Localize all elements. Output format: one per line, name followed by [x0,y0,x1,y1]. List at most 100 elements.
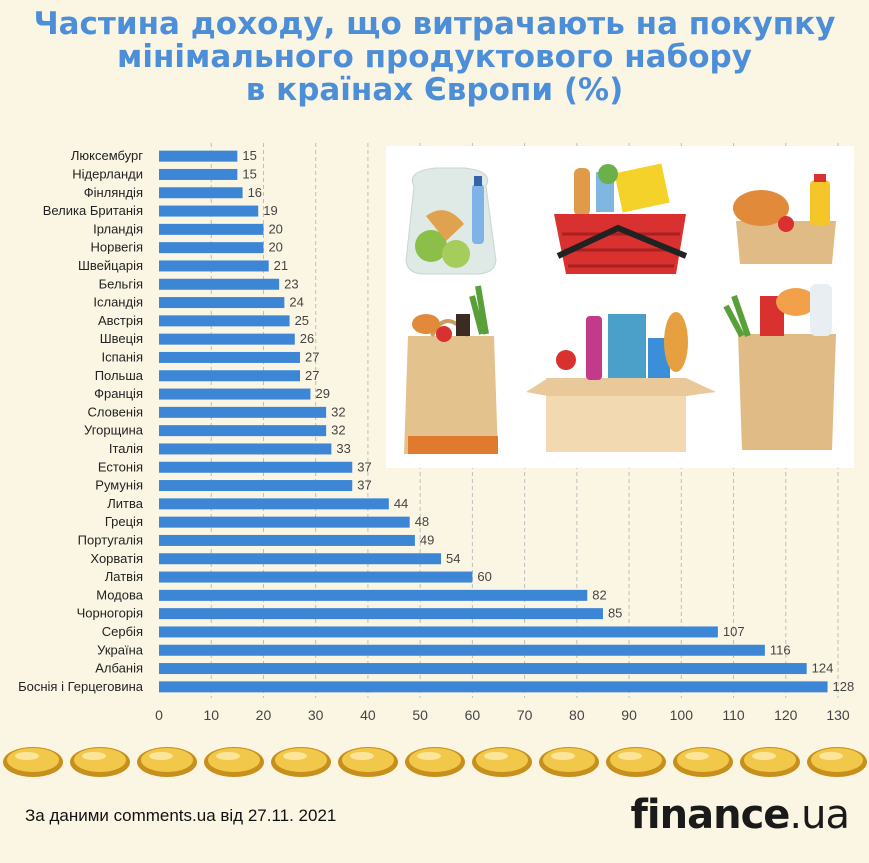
category-label: Боснія і Герцеговина [18,679,144,694]
bar [159,425,327,437]
bar [159,663,807,675]
category-label: Хорватія [90,551,143,566]
chart-title: Частина доходу, що витрачають на покупку… [0,8,869,107]
gold-coin-icon [338,747,398,777]
value-label: 27 [305,349,319,364]
bar [159,187,243,199]
bar-chart: 0 10 20 30 40 50 60 70 80 90 100 110 120 130 Люксембур… [18,143,854,723]
category-label: Сербія [102,624,143,639]
category-label: Ірландія [93,221,143,236]
value-label: 107 [723,624,745,639]
title-line-1: Частина доходу, що витрачають на покупку [33,6,836,42]
value-label: 16 [248,185,262,200]
bar [159,351,301,363]
category-label: Латвія [105,569,143,584]
value-label: 27 [305,368,319,383]
category-label: Бельгія [99,276,143,291]
category-label: Польша [95,368,144,383]
value-label: 44 [394,496,408,511]
bar [159,571,473,583]
bar [159,168,238,180]
value-label: 32 [331,404,345,419]
category-label: Румунія [95,478,143,493]
plastic-bag-icon [405,167,497,275]
category-label: Швеція [100,331,143,346]
bar [159,553,442,565]
category-label: Австрія [98,313,143,328]
category-label: Угорщина [84,423,144,438]
category-label: Португалія [78,532,143,547]
value-label: 124 [812,661,834,676]
category-label: Литва [107,496,144,511]
tote-bag-icon [404,285,498,454]
value-label: 37 [357,478,371,493]
x-tick-label: 0 [155,707,163,723]
source-caption: За даними comments.ua від 27.11. 2021 [25,806,337,825]
value-label: 19 [263,203,277,218]
x-tick-label: 130 [826,707,850,723]
gold-coin-icon [271,747,331,777]
bar [159,534,415,546]
brand-logo: finance.ua [631,792,850,838]
value-label: 116 [770,642,791,657]
category-label: Албанія [95,661,143,676]
bar [159,278,280,290]
bar [159,260,269,272]
value-label: 23 [284,276,298,291]
gold-coin-icon [472,747,532,777]
bar [159,498,389,510]
category-label: Норвегія [90,240,143,255]
category-label: Греція [105,514,143,529]
value-label: 20 [268,221,282,236]
category-label: Чорногорія [77,606,143,621]
x-tick-label: 60 [465,707,481,723]
gold-coin-icon [405,747,465,777]
coin-row [3,747,867,777]
title-line-2: мінімального продуктового набору [117,39,752,75]
gold-coin-icon [740,747,800,777]
value-label: 24 [289,295,303,310]
gold-coin-icon [673,747,733,777]
x-tick-label: 120 [774,707,798,723]
value-label: 37 [357,459,371,474]
category-label: Нідерланди [72,166,143,181]
value-label: 21 [274,258,288,273]
bar [159,516,410,528]
bar [159,370,301,382]
category-label: Франція [94,386,143,401]
value-label: 32 [331,423,345,438]
x-tick-label: 40 [360,707,376,723]
bar [159,608,603,620]
gold-coin-icon [204,747,264,777]
x-tick-label: 110 [722,707,745,723]
value-label: 82 [592,587,606,602]
gold-coin-icon [137,747,197,777]
value-label: 60 [477,569,491,584]
brand-domain: .ua [789,792,850,838]
gold-coin-icon [807,747,867,777]
value-label: 20 [268,240,282,255]
category-label: Люксембург [71,148,143,163]
x-tick-label: 90 [621,707,637,723]
bar [159,333,295,345]
x-tick-label: 30 [308,707,324,723]
x-tick-label: 50 [412,707,428,723]
bar [159,626,718,638]
value-label: 33 [336,441,350,456]
value-label: 26 [300,331,314,346]
bar [159,681,828,693]
category-label: Україна [97,642,144,657]
category-label: Модова [96,587,143,602]
title-line-3: в країнах Європи (%) [245,72,624,108]
bar [159,297,285,309]
value-label: 85 [608,606,622,621]
value-label: 49 [420,532,434,547]
gold-coin-icon [606,747,666,777]
basket-icon [554,163,688,274]
value-label: 29 [315,386,329,401]
category-label: Іспанія [102,349,144,364]
x-tick-label: 70 [517,707,533,723]
category-label: Ісландія [93,295,143,310]
bar [159,242,264,254]
bar [159,443,332,455]
